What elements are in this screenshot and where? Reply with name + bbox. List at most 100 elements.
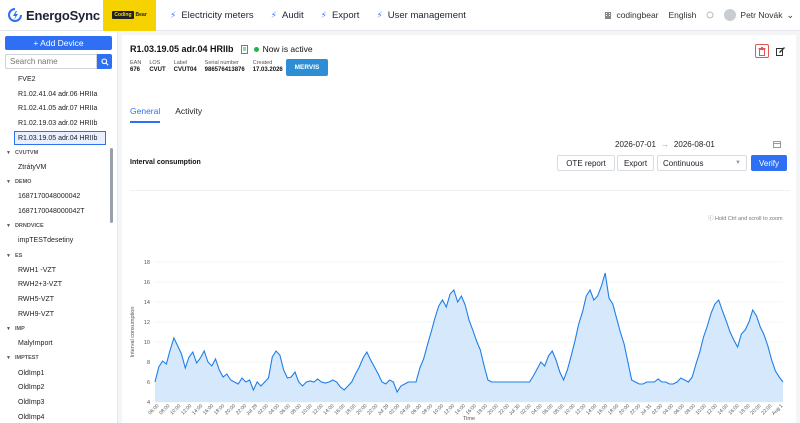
x-tick-label: 06:00	[673, 403, 686, 416]
x-tick-label: 08:00	[421, 403, 434, 416]
x-tick-label: 18:00	[344, 403, 357, 416]
brand-badge: Coding Bear	[103, 0, 156, 31]
series-area	[155, 273, 783, 402]
search-button[interactable]	[97, 54, 112, 69]
detail-tabs: General Activity	[130, 106, 217, 123]
divider	[130, 190, 790, 191]
tree-group[interactable]: ▼ ES	[0, 248, 110, 263]
tree-label: IMP	[14, 326, 25, 333]
tree-item[interactable]: R1.02.41.05 adr.07 HRIIa	[0, 101, 110, 116]
tree-label: MalyImport	[18, 340, 53, 348]
tree-item[interactable]: MalyImport	[0, 336, 110, 351]
tree-label: RWH9-VZT	[18, 310, 55, 318]
tree-group[interactable]: ▼ DRNDVICE	[0, 219, 110, 234]
tree-item[interactable]: R1.02.19.03 adr.02 HRIIb	[0, 116, 110, 131]
tree-item[interactable]: R1.02.41.04 adr.06 HRIIa	[0, 87, 110, 102]
ote-report-button[interactable]: OTE report	[557, 155, 615, 171]
tree-label: FVE2	[18, 75, 36, 83]
tree-group[interactable]: ▼ DEMO	[0, 175, 110, 190]
x-tick-label: 04:00	[530, 403, 543, 416]
x-tick-label: 12:00	[443, 403, 456, 416]
sidebar-scrollbar[interactable]	[110, 72, 113, 422]
x-tick-label: 04:00	[662, 403, 675, 416]
language-switcher[interactable]: English	[669, 10, 697, 20]
add-device-button[interactable]: + Add Device	[5, 36, 112, 50]
tree-item[interactable]: R1.03.19.05 adr.04 HRIIb	[14, 130, 106, 146]
x-tick-label: 10:00	[301, 403, 314, 416]
tree-item[interactable]: 1687170048000042	[0, 190, 110, 205]
x-axis-label: Time	[463, 416, 475, 422]
x-tick-label: Jul 29	[377, 403, 391, 417]
export-button[interactable]: Export	[617, 155, 654, 171]
search-input[interactable]	[5, 54, 97, 69]
tree-item[interactable]: FVE2	[0, 72, 110, 87]
tree-item[interactable]: RWH1 -VZT	[0, 263, 110, 278]
y-tick-label: 18	[144, 260, 150, 266]
bolt-icon: ⚡	[170, 9, 177, 20]
mode-select[interactable]: Continuous ▼	[657, 155, 747, 171]
meta-value: 986576413876	[204, 67, 245, 73]
x-tick-label: 10:00	[695, 403, 708, 416]
sidebar: + Add Device FVE2 R1.02.41.04 adr.06 HRII…	[0, 31, 118, 423]
x-tick-label: 16:00	[333, 403, 346, 416]
tree-item[interactable]: RWH2+3-VZT	[0, 278, 110, 293]
tree-label: OldImp4	[18, 413, 45, 421]
tree-item[interactable]: RWH9-VZT	[0, 307, 110, 322]
tree-item[interactable]: OldImp1	[0, 366, 110, 381]
nav-export[interactable]: ⚡ Export	[321, 10, 360, 21]
section-title: Interval consumption	[130, 159, 201, 166]
tree-item[interactable]: ZtrátyVM	[0, 160, 110, 175]
date-from[interactable]: 2026-07-01	[615, 139, 656, 149]
tree-group[interactable]: ▼ CVUTVM	[0, 145, 110, 160]
device-header: R1.03.19.05 adr.04 HRIIb Now is active	[130, 44, 313, 54]
series-line	[154, 272, 784, 394]
nav-audit[interactable]: ⚡ Audit	[271, 10, 304, 21]
nav-user-management[interactable]: ⚡ User management	[376, 10, 465, 21]
edit-button[interactable]	[773, 44, 787, 58]
y-tick-label: 6	[147, 380, 150, 386]
app-logo[interactable]: EnergoSync	[8, 8, 103, 23]
delete-button[interactable]	[755, 44, 769, 58]
tab-general[interactable]: General	[130, 106, 161, 123]
tab-activity[interactable]: Activity	[175, 106, 203, 116]
theme-toggle[interactable]	[706, 11, 714, 19]
trash-icon	[758, 46, 766, 56]
tree-label: OldImp1	[18, 369, 45, 377]
tree-item[interactable]: OldImp3	[0, 395, 110, 410]
x-tick-label: Jul 31	[639, 403, 653, 417]
org-switcher[interactable]: codingbear	[604, 10, 659, 20]
brand-badge-right: Bear	[135, 12, 147, 18]
verify-button[interactable]: Verify	[751, 155, 787, 171]
tree-label: OldImp2	[18, 384, 45, 392]
meta-label: Serial number	[204, 60, 239, 66]
consumption-chart[interactable]: 468101214161806:0008:0010:0012:0014:0016…	[122, 220, 796, 423]
tree-item[interactable]: OldImp2	[0, 380, 110, 395]
x-tick-label: 16:00	[465, 403, 478, 416]
user-menu[interactable]: Petr Novák ⌄	[724, 9, 794, 21]
tree-item[interactable]: impTESTdesetiny	[0, 234, 110, 249]
y-tick-label: 16	[144, 280, 150, 286]
sun-icon	[706, 11, 714, 19]
chevron-down-icon: ⌄	[786, 9, 794, 20]
tree-item[interactable]: OldImp4	[0, 410, 110, 422]
y-tick-label: 14	[144, 300, 150, 306]
nav-electricity-meters[interactable]: ⚡ Electricity meters	[170, 10, 254, 21]
x-tick-label: Jul 30	[508, 403, 522, 417]
tree-item[interactable]: 1687170048000042T	[0, 204, 110, 219]
tree-label: RWH5-VZT	[18, 296, 55, 304]
x-tick-label: 12:00	[180, 403, 193, 416]
scrollbar-thumb[interactable]	[110, 148, 113, 223]
date-to[interactable]: 2026-08-01	[673, 139, 715, 149]
x-tick-label: 10:00	[563, 403, 576, 416]
calendar-icon[interactable]	[773, 140, 781, 148]
x-tick-label: Jul 28	[245, 403, 259, 417]
tree-item[interactable]: RWH5-VZT	[0, 292, 110, 307]
nav-label: Export	[331, 9, 360, 21]
tree-group[interactable]: ▼ IMPTEST	[0, 351, 110, 366]
meta-label: Label	[173, 60, 188, 66]
tree-group[interactable]: ▼ IMP	[0, 322, 110, 337]
document-icon[interactable]	[240, 44, 248, 54]
date-range-picker[interactable]: 2026-07-01 → 2026-08-01	[615, 137, 785, 151]
meta-field: LOS CVUT	[149, 60, 165, 73]
mervis-button[interactable]: MERVIS	[286, 59, 328, 76]
